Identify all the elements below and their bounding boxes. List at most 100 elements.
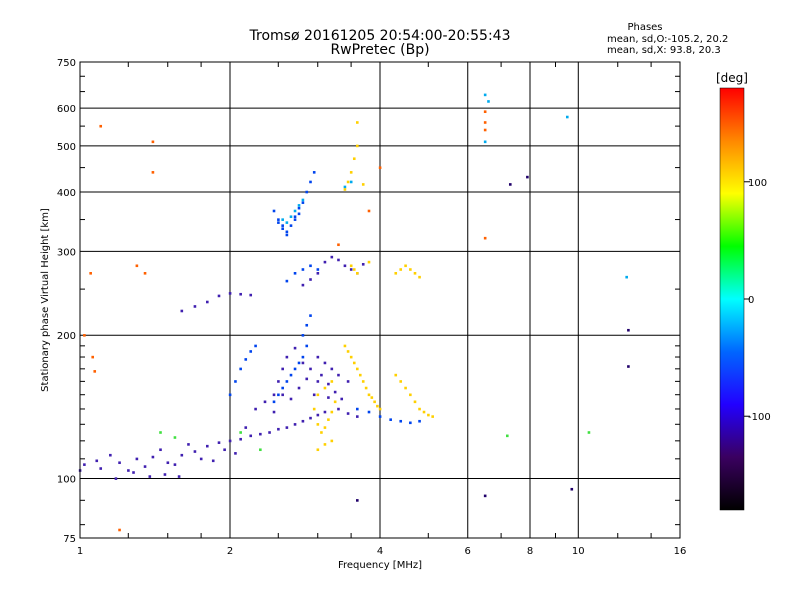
data-point [83,334,86,337]
data-point [239,437,242,441]
data-point [254,344,257,348]
data-point [281,227,284,231]
data-point [367,260,371,264]
data-point [268,431,271,434]
data-point [508,183,512,186]
data-point [367,393,371,397]
data-point [373,400,376,404]
data-point [223,448,226,452]
data-point [163,473,167,476]
data-point [316,272,320,275]
y-tick-label: 100 [57,475,76,486]
x-tick-label: 1 [77,546,83,557]
data-point [293,218,297,221]
data-point [330,439,334,443]
data-point [211,459,215,463]
data-point [399,419,403,423]
data-point [159,448,162,452]
data-point [305,377,309,381]
data-point [487,100,490,103]
data-point [99,124,103,128]
data-point [316,423,320,426]
data-point [355,499,359,502]
data-point [281,224,284,227]
data-point [297,206,301,210]
data-point [565,115,569,119]
data-point [177,475,181,478]
data-point [312,407,316,411]
colorbar-tick-label: 0 [748,295,754,306]
data-point [404,386,407,390]
data-point [483,140,487,144]
data-point [297,361,301,365]
data-point [281,386,284,390]
data-point [99,467,103,470]
data-point [244,426,248,429]
data-point [323,361,327,365]
data-point [418,419,421,423]
data-point [346,350,350,353]
data-point [285,230,289,234]
data-point [349,264,353,268]
data-point [309,180,312,184]
x-tick-label: 6 [465,546,471,557]
data-point [422,410,426,414]
x-tick-label: 8 [527,546,533,557]
data-point [376,404,379,408]
x-tick-label: 16 [674,546,687,557]
data-point [505,434,509,438]
data-point [297,204,301,207]
data-point [431,415,434,418]
data-point [483,236,487,240]
data-point [114,477,118,480]
data-point [301,201,305,204]
data-point [173,436,177,439]
colorbar-ticks: 100 0 -100 [744,178,771,423]
data-point [378,415,382,418]
data-point [285,233,289,237]
data-point [91,355,95,359]
data-point [361,263,365,266]
grid-lines [80,62,680,538]
data-point [143,465,147,468]
data-point [217,441,221,444]
data-point [330,410,334,414]
data-point [627,328,630,332]
data-point [309,314,312,317]
y-axis-ticks: 75 100 200 300 400 500 600 750 [57,58,76,545]
data-point [312,393,316,397]
data-point [343,264,347,268]
x-axis-ticks: 1 2 4 6 8 10 16 [77,546,687,557]
data-point [93,370,97,373]
data-point [293,272,297,275]
data-point [333,400,337,404]
data-point [285,426,289,429]
data-point [483,494,487,498]
data-point [361,183,365,186]
data-point [193,305,197,308]
data-point [333,390,337,394]
data-point [277,427,280,431]
data-point [337,373,340,377]
data-point [143,272,147,275]
data-point [409,268,412,271]
data-point [323,443,327,446]
chart-subtitle: RwPretec (Bp) [330,42,429,58]
data-point [378,407,382,411]
x-tick-label: 4 [377,546,383,557]
data-point [349,180,353,184]
data-point [301,361,305,365]
data-point [285,279,289,283]
data-point [323,260,327,264]
data-point [337,258,340,262]
data-point [293,215,297,219]
data-point [272,400,276,404]
data-point [281,367,284,371]
data-point [95,459,99,463]
x-tick-label: 2 [227,546,233,557]
data-point [378,166,382,170]
data-point [118,461,121,465]
data-point [193,450,197,453]
data-point [166,461,170,465]
